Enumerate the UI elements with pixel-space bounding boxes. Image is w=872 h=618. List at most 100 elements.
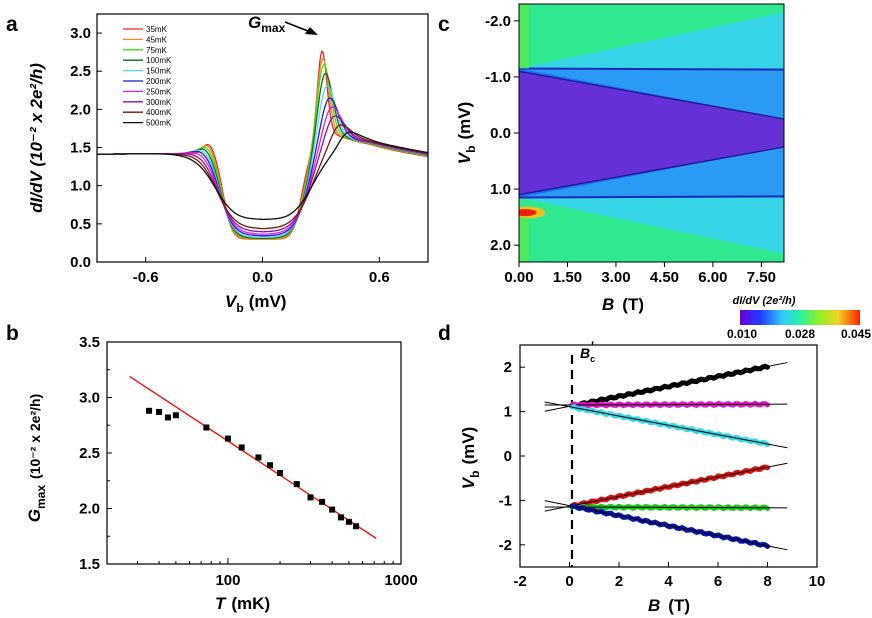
panel-b-frame: [106, 341, 402, 565]
data-point: [224, 435, 231, 442]
panel-a-ylabel: dI/dV (10⁻² x 2e²/h): [27, 63, 46, 213]
map-hotspot-core: [519, 209, 537, 217]
panel-label-d: d: [438, 322, 451, 345]
c-xtick-label: 6.00: [698, 269, 727, 286]
map-left-strip-bottom: [519, 217, 529, 262]
b-ytick-label: 2.5: [79, 445, 100, 462]
data-point: [307, 494, 314, 501]
bc-prime-annotation: Bc′: [580, 339, 595, 364]
gmax-arrow-head: [305, 27, 318, 35]
colorbar-tick-mid: 0.028: [785, 327, 815, 341]
fit-line: [129, 375, 377, 540]
d-xtick-label: 0: [565, 573, 573, 590]
legend-label: 250mK: [146, 87, 172, 96]
b-ytick-label: 3.5: [79, 334, 100, 351]
fit-line-lower-outer: [544, 500, 788, 551]
a-ytick-label: 0.0: [70, 254, 91, 271]
map-gap-core: [519, 71, 784, 195]
colorbar: [740, 310, 860, 325]
map-gap-edge-top: [519, 67, 784, 71]
d-xtick-label: 2: [615, 573, 623, 590]
a-ytick-label: 1.0: [70, 178, 91, 195]
panel-label-a: a: [6, 13, 18, 36]
map-inner-wedge-bottom: [519, 147, 784, 198]
map-wedge-top: [519, 12, 784, 69]
legend-label: 150mK: [146, 67, 172, 76]
panel-a-xlabel: Vb (mV): [225, 292, 286, 315]
b-ytick-label: 3.0: [79, 390, 100, 407]
fit-line-upper-flat: [544, 403, 788, 406]
panel-b-ylabel: Gmax(10⁻² x 2e²/h): [25, 394, 48, 522]
data-point: [337, 514, 344, 521]
b-xtick-label: 1000: [384, 572, 417, 589]
d-xtick-label: -2: [513, 573, 526, 590]
data-point: [329, 506, 336, 513]
fit-line-lower-inner: [544, 462, 788, 512]
panel-label-c: c: [438, 13, 450, 36]
data-point: [255, 454, 262, 461]
panel-b-xlabel: T (mK): [215, 594, 270, 613]
legend-label: 500mK: [146, 119, 172, 128]
legend-label: 35mK: [146, 25, 168, 34]
map-inner-edge-bottom: [519, 146, 784, 196]
legend-label: 75mK: [146, 46, 168, 55]
colorbar-tick-high: 0.045: [841, 327, 871, 341]
c-xtick-label: 7.50: [747, 269, 776, 286]
panel-a-chart: -0.6 0.0 0.6 0.0 0.5 1.0 1.5 2.0 2.5 3.0 35mK45mK…: [27, 13, 429, 315]
a-ytick-label: 3.0: [70, 25, 91, 42]
gmax-annotation: Gmax: [248, 13, 286, 35]
d-xtick-label: 8: [763, 573, 771, 590]
c-ytick-label: 1.0: [490, 181, 511, 198]
panel-c-chart: 0.00 1.50 3.00 4.50 6.00 7.50 -2.0 -1.0 0.0 1.0 2.…: [455, 3, 871, 341]
data-point: [345, 518, 352, 525]
data-point: [267, 462, 274, 469]
d-ytick-label: -2: [499, 537, 512, 554]
data-point: [353, 523, 360, 530]
map-wedge-bottom: [519, 197, 784, 254]
data-point: [156, 408, 163, 415]
map-left-strip-top: [519, 4, 529, 69]
d-xtick-label: 6: [714, 573, 722, 590]
fit-line-upper-inner: [544, 401, 788, 449]
map-inner-edge-top: [519, 70, 784, 120]
map-inner-wedge-top: [519, 68, 784, 119]
panel-d-frame: [519, 344, 818, 568]
panel-c-xlabel: B (T): [602, 295, 644, 314]
data-point: [203, 424, 210, 431]
panel-d-ylabel: Vb(mV): [459, 427, 482, 489]
b-xtick-label: 100: [215, 572, 240, 589]
a-xtick-label: 0.6: [369, 269, 390, 286]
data-point: [319, 498, 326, 505]
d-ytick-label: -1: [499, 492, 512, 509]
legend-label: 100mK: [146, 56, 172, 65]
c-ytick-label: 2.0: [490, 237, 511, 254]
c-xtick-label: 3.00: [601, 269, 630, 286]
legend-label: 200mK: [146, 77, 172, 86]
d-ytick-label: 0: [504, 448, 512, 465]
a-xtick-label: 0.0: [252, 269, 273, 286]
colorbar-title: dI/dV (2e²/h): [733, 295, 796, 307]
data-point: [146, 407, 153, 414]
curve-500mK: [97, 131, 428, 221]
panel-b-chart: 100 1000 1.5 2.0 2.5 3.0 3.5 T (mK) Gmax(10⁻² x…: [25, 334, 418, 613]
data-point: [172, 412, 179, 419]
a-ytick-label: 2.0: [70, 101, 91, 118]
panel-d-chart: -2 0 2 4 6 8 10 -2 -1 0 1 2 B (T) Vb(mV) Bc′: [459, 339, 825, 615]
data-point: [293, 481, 300, 488]
b-ytick-label: 2.0: [79, 501, 100, 518]
c-ytick-label: -2.0: [485, 13, 511, 30]
a-ytick-label: 0.5: [70, 216, 91, 233]
d-xtick-label: 4: [664, 573, 673, 590]
c-xtick-label: 1.50: [553, 269, 582, 286]
legend-label: 300mK: [146, 98, 172, 107]
panel-c-ylabel: Vb(mV): [455, 102, 478, 164]
data-point: [238, 444, 245, 451]
d-ytick-label: 2: [504, 359, 512, 376]
legend-label: 45mK: [146, 35, 168, 44]
d-xtick-label: 10: [809, 573, 826, 590]
c-xtick-label: 0.00: [504, 269, 533, 286]
data-point: [277, 469, 284, 476]
data-point: [164, 414, 171, 421]
panel-label-b: b: [6, 322, 19, 345]
